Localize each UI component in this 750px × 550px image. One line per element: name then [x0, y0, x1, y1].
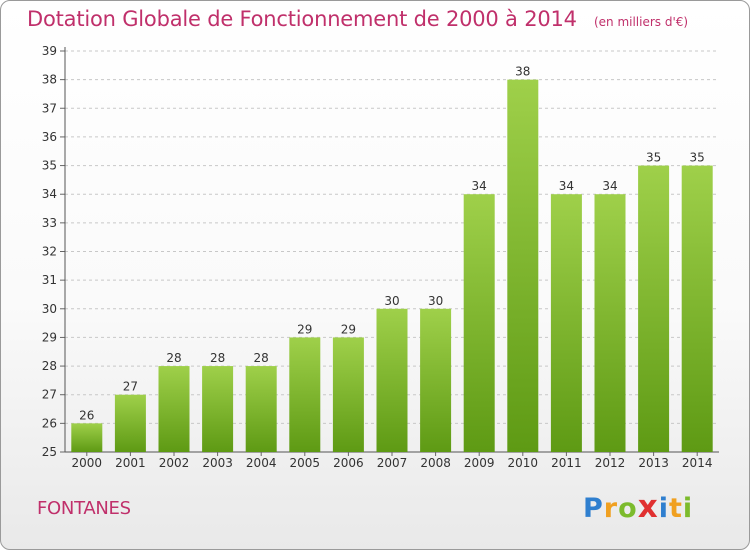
x-tick-label: 2012 — [595, 456, 626, 470]
bar — [114, 394, 146, 452]
bar — [463, 194, 495, 452]
bar — [245, 366, 277, 452]
y-tick-label: 38 — [42, 73, 57, 87]
title-row: Dotation Globale de Fonctionnement de 20… — [27, 7, 688, 31]
x-tick-label: 2014 — [682, 456, 713, 470]
bar — [594, 194, 626, 452]
bar-value-label: 29 — [297, 322, 312, 336]
bar-value-label: 35 — [646, 151, 661, 165]
logo-letter: o — [618, 493, 638, 524]
y-tick-label: 36 — [42, 130, 57, 144]
bar-value-label: 28 — [166, 351, 181, 365]
bar-value-label: 34 — [602, 179, 617, 193]
bar-value-label: 28 — [210, 351, 225, 365]
y-tick-label: 27 — [42, 388, 57, 402]
bar — [71, 423, 103, 452]
bar — [332, 337, 364, 452]
y-tick-label: 37 — [42, 101, 57, 115]
logo-letter: P — [583, 493, 604, 524]
bar — [289, 337, 321, 452]
commune-name: FONTANES — [37, 498, 131, 519]
bar-value-label: 28 — [254, 351, 269, 365]
x-tick-label: 2001 — [115, 456, 146, 470]
y-tick-label: 35 — [42, 159, 57, 173]
y-tick-label: 29 — [42, 330, 57, 344]
y-tick-label: 26 — [42, 416, 57, 430]
bar-value-label: 38 — [515, 65, 530, 79]
bar — [158, 366, 190, 452]
y-tick-label: 39 — [42, 44, 57, 58]
bar — [550, 194, 582, 452]
x-tick-label: 2009 — [464, 456, 495, 470]
y-tick-label: 34 — [42, 187, 57, 201]
x-tick-label: 2003 — [202, 456, 233, 470]
x-tick-label: 2000 — [72, 456, 103, 470]
x-tick-label: 2005 — [290, 456, 321, 470]
x-tick-label: 2013 — [638, 456, 669, 470]
x-tick-label: 2008 — [420, 456, 451, 470]
bar — [202, 366, 234, 452]
x-tick-label: 2007 — [377, 456, 408, 470]
x-tick-label: 2004 — [246, 456, 277, 470]
bar-value-label: 35 — [690, 151, 705, 165]
logo-letter: t — [668, 493, 683, 524]
y-tick-label: 28 — [42, 359, 57, 373]
y-tick-label: 31 — [42, 273, 57, 287]
bar-value-label: 27 — [123, 380, 138, 394]
logo-letter: r — [603, 493, 619, 524]
chart-unit: (en milliers d'€) — [593, 15, 689, 29]
y-tick-label: 25 — [42, 445, 57, 459]
bar-value-label: 34 — [472, 179, 487, 193]
chart-title: Dotation Globale de Fonctionnement de 20… — [27, 7, 577, 31]
bar-value-label: 34 — [559, 179, 574, 193]
bar — [507, 79, 539, 453]
y-tick-label: 33 — [42, 216, 57, 230]
bar — [681, 165, 713, 453]
y-tick-label: 32 — [42, 245, 57, 259]
bars — [71, 79, 713, 453]
bar-value-label: 26 — [79, 408, 94, 422]
proxiti-logo: Proxiti — [583, 489, 693, 525]
logo-letter: i — [658, 493, 669, 524]
x-tick-label: 2011 — [551, 456, 582, 470]
logo-letter: x — [637, 489, 659, 525]
bar-value-label: 30 — [384, 294, 399, 308]
bar — [420, 308, 452, 452]
x-tick-label: 2002 — [159, 456, 190, 470]
bar-value-label: 29 — [341, 322, 356, 336]
bar — [376, 308, 408, 452]
logo-letter: i — [682, 493, 694, 524]
bar-value-label: 30 — [428, 294, 443, 308]
x-tick-label: 2010 — [508, 456, 539, 470]
bar — [638, 165, 670, 453]
labels: 25 26 27 28 29 30 31 32 33 34 35 36 37 38 39 26 2000 27 20… — [42, 44, 713, 470]
x-tick-label: 2006 — [333, 456, 364, 470]
y-tick-label: 30 — [42, 302, 57, 316]
